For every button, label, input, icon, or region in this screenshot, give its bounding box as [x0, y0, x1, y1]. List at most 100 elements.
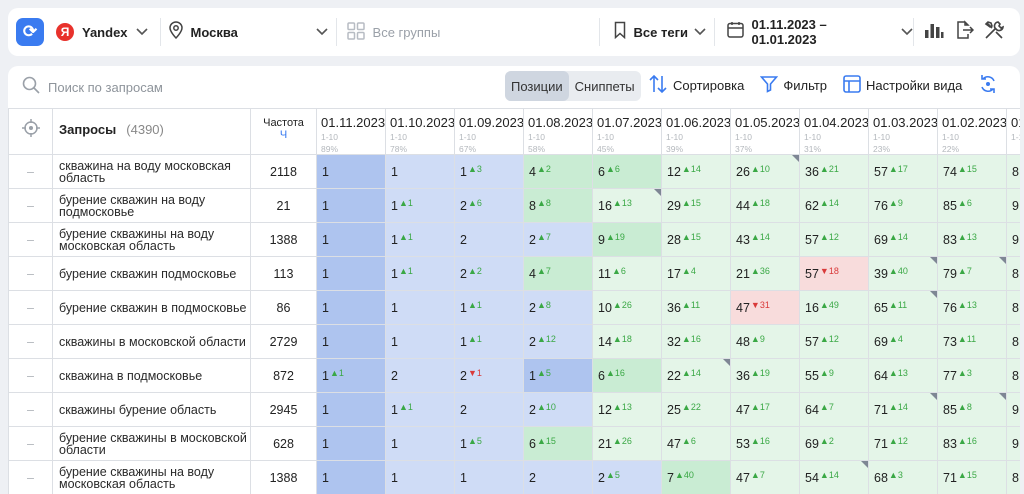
position-cell[interactable]: 1▲1	[385, 392, 455, 427]
position-cell[interactable]: 4▲7	[523, 256, 593, 291]
search-input[interactable]: Поиск по запросам	[22, 76, 163, 99]
row-select-toggle[interactable]: –	[8, 392, 53, 427]
row-select-toggle[interactable]: –	[8, 324, 53, 359]
date-column-header[interactable]: 01.02.2023 1-10 22%	[937, 108, 1007, 155]
row-select-toggle[interactable]: –	[8, 188, 53, 223]
position-cell[interactable]: 1	[316, 392, 386, 427]
position-cell[interactable]: 1	[385, 426, 455, 461]
refresh-button[interactable]: ⟳	[16, 18, 44, 46]
query-cell[interactable]: бурение скважин подмосковье	[52, 256, 251, 291]
position-cell[interactable]: 9▲19	[592, 222, 662, 257]
position-cell[interactable]: 9	[1006, 392, 1020, 427]
position-cell[interactable]: 74▲15	[937, 154, 1007, 189]
position-cell[interactable]: 47▼31	[730, 290, 800, 325]
position-cell[interactable]: 85▲6	[937, 188, 1007, 223]
position-cell[interactable]: 36▲21	[799, 154, 869, 189]
position-cell[interactable]: 2	[454, 222, 524, 257]
position-cell[interactable]: 32▲16	[661, 324, 731, 359]
position-cell[interactable]: 21▲36	[730, 256, 800, 291]
position-cell[interactable]: 1	[316, 188, 386, 223]
position-cell[interactable]: 1	[316, 222, 386, 257]
position-cell[interactable]: 2	[454, 392, 524, 427]
position-cell[interactable]: 69▲4	[868, 324, 938, 359]
position-cell[interactable]: 79▲7	[937, 256, 1007, 291]
position-cell[interactable]: 11▲6	[592, 256, 662, 291]
table-row[interactable]: – бурение скважин в подмосковье 86 1 1 1▲1 2▲8…	[8, 290, 1020, 325]
table-row[interactable]: – бурение скважин на воду подмосковье 21 1 1…	[8, 188, 1020, 223]
table-row[interactable]: – бурение скважины на воду московская обл…	[8, 460, 1020, 494]
table-row[interactable]: – скважины бурение область 2945 1 1▲1 2 2▲10 12…	[8, 392, 1020, 427]
position-cell[interactable]: 2▲6	[454, 188, 524, 223]
row-select-toggle[interactable]: –	[8, 358, 53, 393]
position-cell[interactable]: 36▲11	[661, 290, 731, 325]
date-column-header[interactable]: 01.09.2023 1-10 67%	[454, 108, 524, 155]
query-cell[interactable]: скважины в московской области	[52, 324, 251, 359]
row-select-toggle[interactable]: –	[8, 154, 53, 189]
region-select[interactable]: Москва	[161, 20, 336, 44]
position-cell[interactable]: 22▲14	[661, 358, 731, 393]
position-cell[interactable]: 73▲11	[937, 324, 1007, 359]
table-row[interactable]: – бурение скважин подмосковье 113 1 1▲1 2▲2 4▲…	[8, 256, 1020, 291]
export-icon[interactable]	[954, 19, 974, 45]
position-cell[interactable]: 6▲15	[523, 426, 593, 461]
position-cell[interactable]: 26▲10	[730, 154, 800, 189]
position-cell[interactable]: 1▲1	[385, 222, 455, 257]
position-cell[interactable]: 28▲15	[661, 222, 731, 257]
position-cell[interactable]: 2▼1	[454, 358, 524, 393]
filter-button[interactable]: Фильтр	[760, 75, 827, 96]
position-cell[interactable]: 1	[385, 154, 455, 189]
position-cell[interactable]: 16▲13	[592, 188, 662, 223]
position-cell[interactable]: 47▲17	[730, 392, 800, 427]
date-column-header[interactable]: 01.07.2023 1-10 45%	[592, 108, 662, 155]
position-cell[interactable]: 25▲22	[661, 392, 731, 427]
query-cell[interactable]: бурение скважин в подмосковье	[52, 290, 251, 325]
position-cell[interactable]: 21▲26	[592, 426, 662, 461]
position-cell[interactable]: 2▲2	[454, 256, 524, 291]
tools-icon[interactable]	[984, 20, 1004, 45]
table-row[interactable]: – скважина на воду московская область 2118…	[8, 154, 1020, 189]
row-select-toggle[interactable]: –	[8, 460, 53, 494]
query-cell[interactable]: скважина в подмосковье	[52, 358, 251, 393]
position-cell[interactable]: 1▲5	[523, 358, 593, 393]
position-cell[interactable]: 1	[385, 460, 455, 494]
position-cell[interactable]: 1▲1	[316, 358, 386, 393]
position-cell[interactable]: 57▼18	[799, 256, 869, 291]
table-row[interactable]: – бурение скважины в московской области 62…	[8, 426, 1020, 461]
position-cell[interactable]: 2▲12	[523, 324, 593, 359]
date-column-header[interactable]: 01.08.2023 1-10 58%	[523, 108, 593, 155]
frequency-header[interactable]: Частота Ч	[250, 108, 317, 155]
position-cell[interactable]: 17▲4	[661, 256, 731, 291]
position-cell[interactable]: 1▲1	[454, 290, 524, 325]
position-cell[interactable]: 57▲17	[868, 154, 938, 189]
position-cell[interactable]: 10▲26	[592, 290, 662, 325]
position-cell[interactable]: 1	[316, 290, 386, 325]
search-engine-select[interactable]: Я Yandex	[56, 23, 148, 41]
position-cell[interactable]: 1	[454, 460, 524, 494]
date-range-select[interactable]: 01.11.2023 – 01.01.2023	[715, 17, 913, 47]
position-cell[interactable]: 29▲15	[661, 188, 731, 223]
position-cell[interactable]: 53▲16	[730, 426, 800, 461]
position-cell[interactable]: 76▲13	[937, 290, 1007, 325]
position-cell[interactable]: 16▲49	[799, 290, 869, 325]
table-row[interactable]: – бурение скважины на воду московская обл…	[8, 222, 1020, 257]
tags-select[interactable]: Все теги	[600, 21, 714, 44]
position-cell[interactable]: 83▲16	[937, 426, 1007, 461]
position-cell[interactable]: 69▲14	[868, 222, 938, 257]
position-cell[interactable]: 1	[316, 154, 386, 189]
position-cell[interactable]: 65▲11	[868, 290, 938, 325]
tab-positions[interactable]: Позиции	[505, 71, 569, 101]
position-cell[interactable]: 2▲8	[523, 290, 593, 325]
position-cell[interactable]: 8▲8	[523, 188, 593, 223]
sync-button[interactable]	[978, 74, 998, 97]
position-cell[interactable]: 1	[385, 290, 455, 325]
bar-chart-icon[interactable]	[924, 21, 944, 44]
position-cell[interactable]: 85▲8	[937, 392, 1007, 427]
target-header[interactable]	[8, 108, 53, 155]
position-cell[interactable]: 4▲2	[523, 154, 593, 189]
position-cell[interactable]: 77▲3	[937, 358, 1007, 393]
position-cell[interactable]: 8	[1006, 154, 1020, 189]
groups-select[interactable]: Все группы	[337, 21, 599, 43]
date-column-header[interactable]: 01.06.2023 1-10 39%	[661, 108, 731, 155]
query-cell[interactable]: бурение скважин на воду подмосковье	[52, 188, 251, 223]
position-cell[interactable]: 9	[1006, 188, 1020, 223]
